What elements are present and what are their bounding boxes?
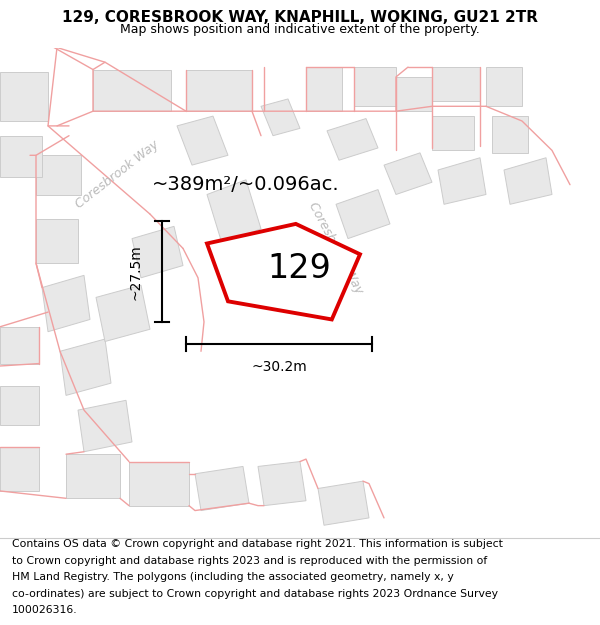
Polygon shape [438, 158, 486, 204]
Polygon shape [132, 226, 183, 278]
Text: Map shows position and indicative extent of the property.: Map shows position and indicative extent… [120, 22, 480, 36]
Text: Coresbrook Way: Coresbrook Way [73, 138, 161, 211]
Text: HM Land Registry. The polygons (including the associated geometry, namely x, y: HM Land Registry. The polygons (includin… [12, 572, 454, 582]
Text: co-ordinates) are subject to Crown copyright and database rights 2023 Ordnance S: co-ordinates) are subject to Crown copyr… [12, 589, 498, 599]
Polygon shape [432, 67, 480, 101]
Polygon shape [129, 461, 189, 506]
Polygon shape [504, 158, 552, 204]
Polygon shape [207, 180, 261, 244]
Polygon shape [306, 67, 342, 111]
Text: Coresbrook Way: Coresbrook Way [307, 201, 365, 296]
Polygon shape [186, 69, 252, 111]
Polygon shape [42, 276, 90, 332]
Text: 100026316.: 100026316. [12, 605, 77, 615]
Polygon shape [486, 67, 522, 106]
Polygon shape [354, 67, 396, 106]
Text: ~389m²/~0.096ac.: ~389m²/~0.096ac. [152, 175, 340, 194]
Polygon shape [261, 99, 300, 136]
Polygon shape [96, 285, 150, 341]
Polygon shape [177, 116, 228, 165]
Polygon shape [0, 386, 39, 425]
Polygon shape [0, 447, 39, 491]
Text: ~27.5m: ~27.5m [128, 244, 142, 299]
Polygon shape [66, 454, 120, 498]
Text: ~30.2m: ~30.2m [251, 361, 307, 374]
Text: Contains OS data © Crown copyright and database right 2021. This information is : Contains OS data © Crown copyright and d… [12, 539, 503, 549]
Polygon shape [60, 339, 111, 396]
Text: 129: 129 [268, 252, 331, 285]
Polygon shape [432, 116, 474, 151]
Polygon shape [492, 116, 528, 153]
Polygon shape [336, 189, 390, 239]
Polygon shape [0, 136, 42, 178]
Polygon shape [207, 224, 360, 319]
Polygon shape [78, 400, 132, 452]
Polygon shape [93, 69, 171, 111]
Polygon shape [327, 119, 378, 160]
Polygon shape [36, 219, 78, 263]
Polygon shape [384, 153, 432, 194]
Polygon shape [396, 77, 432, 111]
Polygon shape [195, 466, 249, 511]
Polygon shape [318, 481, 369, 525]
Polygon shape [0, 72, 48, 121]
Polygon shape [36, 155, 81, 194]
Text: to Crown copyright and database rights 2023 and is reproduced with the permissio: to Crown copyright and database rights 2… [12, 556, 487, 566]
Polygon shape [0, 327, 39, 364]
Text: 129, CORESBROOK WAY, KNAPHILL, WOKING, GU21 2TR: 129, CORESBROOK WAY, KNAPHILL, WOKING, G… [62, 9, 538, 24]
Polygon shape [258, 461, 306, 506]
